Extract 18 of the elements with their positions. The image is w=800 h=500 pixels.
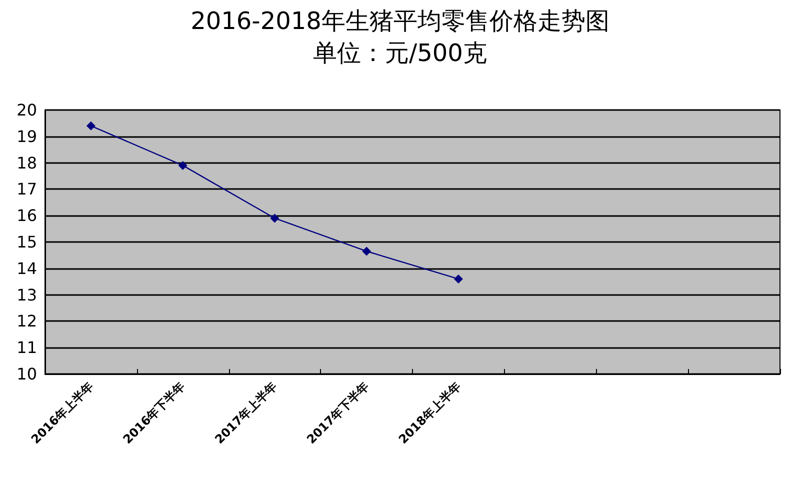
- y-tick-label: 17: [16, 180, 37, 199]
- y-tick-label: 19: [16, 126, 37, 146]
- chart-subtitle: 单位：元/500克: [313, 39, 487, 67]
- y-tick-label: 11: [16, 338, 37, 358]
- y-tick-label: 13: [16, 285, 37, 304]
- y-tick-label: 10: [16, 364, 37, 384]
- point: [178, 160, 188, 170]
- y-tick-label: 12: [16, 312, 37, 331]
- point: [270, 214, 280, 223]
- point: [86, 121, 96, 130]
- point: [362, 246, 372, 256]
- y-tick-label: 18: [16, 153, 37, 172]
- y-tick-label: 15: [16, 232, 37, 252]
- point: [454, 274, 463, 284]
- y-tick-label: 20: [16, 100, 37, 120]
- y-tick-label: 16: [16, 206, 37, 226]
- y-tick-label: 14: [16, 258, 37, 278]
- chart-title: 2016-2018年生猪平均零售价格走势图: [190, 7, 610, 35]
